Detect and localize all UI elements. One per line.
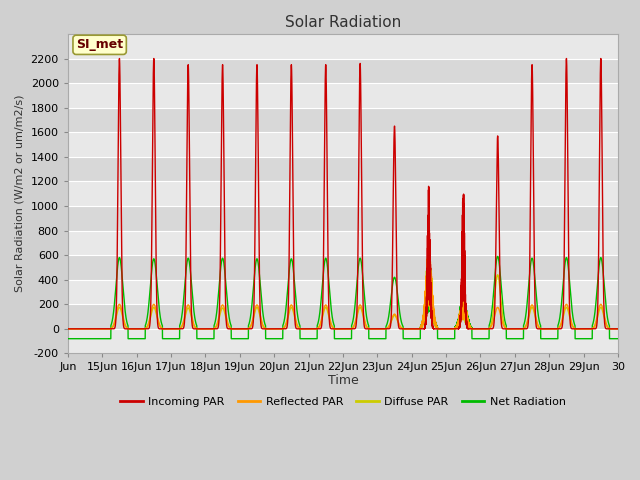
Legend: Incoming PAR, Reflected PAR, Diffuse PAR, Net Radiation: Incoming PAR, Reflected PAR, Diffuse PAR…	[116, 393, 570, 412]
Y-axis label: Solar Radiation (W/m2 or um/m2/s): Solar Radiation (W/m2 or um/m2/s)	[15, 95, 25, 292]
Bar	[68, 59, 618, 83]
Bar	[68, 329, 618, 353]
Bar	[68, 132, 618, 157]
Bar	[68, 157, 618, 181]
Bar	[68, 83, 618, 108]
Bar	[68, 181, 618, 206]
Bar	[68, 230, 618, 255]
X-axis label: Time: Time	[328, 374, 358, 387]
Title: Solar Radiation: Solar Radiation	[285, 15, 401, 30]
Bar	[68, 108, 618, 132]
Bar	[68, 255, 618, 280]
Bar	[68, 304, 618, 329]
Bar	[68, 206, 618, 230]
Text: SI_met: SI_met	[76, 38, 124, 51]
Bar	[68, 280, 618, 304]
